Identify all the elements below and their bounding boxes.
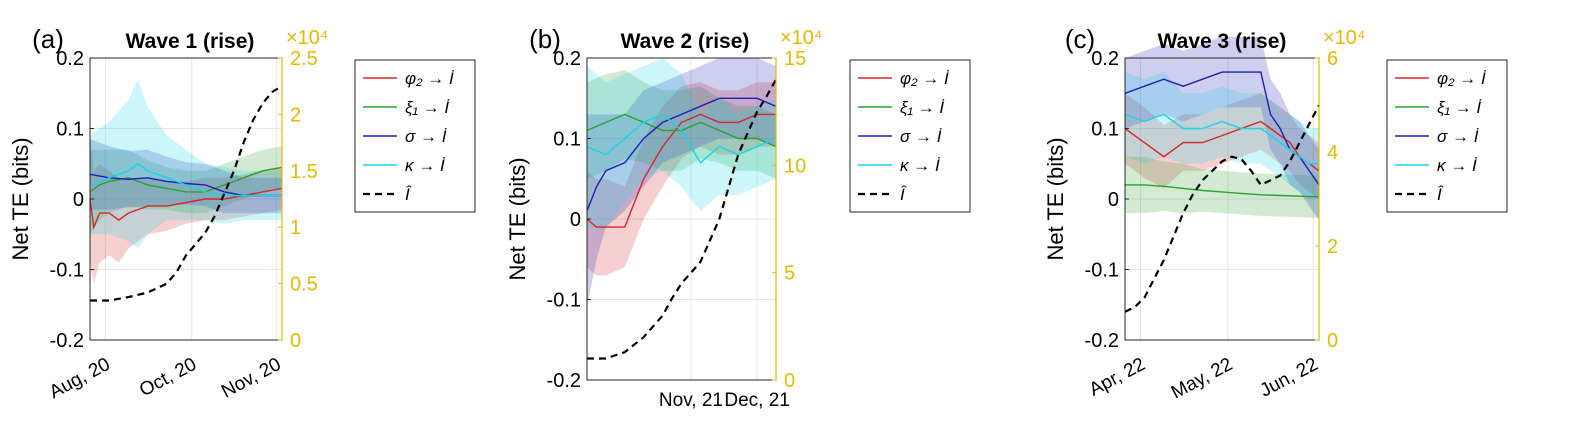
y2-tick-label: 0.5 <box>290 274 318 296</box>
y-axis-label: Net TE (bits) <box>8 137 33 260</box>
legend-entry: Î <box>405 185 412 204</box>
y2-tick-label: 6 <box>1327 48 1338 70</box>
legend-entry: ξ₁ → İ <box>1437 98 1481 117</box>
x-tick-label: Nov, 21 <box>659 390 723 411</box>
series-band-kappa <box>587 58 776 228</box>
legend-entry: κ → İ <box>405 156 445 175</box>
legend: φ₂ → İ ξ₁ → İ σ → İ κ → İ Î <box>354 59 476 213</box>
series-band-phi <box>90 135 282 284</box>
legend-entry: σ → İ <box>900 127 942 146</box>
series-band-sigma <box>587 58 776 308</box>
y2-tick-label: 0 <box>784 370 795 392</box>
y2-tick-label: 2.5 <box>290 48 318 70</box>
series-line-kappa <box>89 162 282 197</box>
series-band-kappa <box>90 79 282 249</box>
panel-label: (a) <box>32 24 64 54</box>
chart-title: Wave 1 (rise) <box>126 30 255 53</box>
legend: φ₂ → İ ξ₁ → İ σ → İ κ → İ Î <box>1386 59 1508 213</box>
legend-entry: σ → İ <box>1437 127 1479 146</box>
x-tick-label: Aug, 20 <box>46 354 114 403</box>
chart-panel-2: -0.2 -0.1 0 0.1 0.2 0 5 10 15×10⁴ Nov, 21 Dec, 21 N… <box>505 24 971 411</box>
y-tick-label: 0.1 <box>56 119 84 141</box>
y-tick-label: -0.1 <box>50 260 84 282</box>
series-band-phi <box>587 82 776 276</box>
y2-tick-label: 5 <box>784 263 795 285</box>
y-tick-label: 0.2 <box>56 48 84 70</box>
series-line-xi <box>89 166 283 193</box>
legend-entry: ξ₁ → İ <box>900 98 944 117</box>
chart-title: Wave 3 (rise) <box>1158 30 1287 53</box>
series-line-sigma <box>586 97 777 212</box>
y2-tick-label: 2 <box>1327 236 1338 258</box>
legend-entry: Î <box>1437 185 1444 204</box>
chart-panel-1: -0.2 -0.1 0 0.1 0.2 0 0.5 1 1.5 2 2.5×10⁴ Aug, 20 Oc… <box>8 24 476 403</box>
y-tick-label: 0.1 <box>553 129 581 151</box>
series-line-kappa <box>586 113 777 164</box>
legend-entry: φ₂ → İ <box>1437 69 1486 88</box>
series-line-infected <box>90 85 283 302</box>
x-tick-label: Dec, 21 <box>724 390 789 411</box>
chart-panel-3: -0.2 -0.1 0 0.1 0.2 0 2 4 6×10⁴ Apr, 22 May, 22 Jun… <box>1043 24 1508 404</box>
legend-entry: Î <box>900 185 907 204</box>
x-tick-label: Jun, 22 <box>1257 354 1322 402</box>
series-band-phi <box>1125 93 1319 199</box>
y2-exponent-label: ×10⁴ <box>1323 27 1366 49</box>
y-axis-label: Net TE (bits) <box>505 157 530 280</box>
legend-entry: φ₂ → İ <box>405 69 454 88</box>
panel-label: (c) <box>1065 24 1095 54</box>
series-line-phi <box>586 113 776 228</box>
x-tick-label: May, 22 <box>1168 354 1236 404</box>
chart-title: Wave 2 (rise) <box>621 30 750 53</box>
x-tick-label: Oct, 20 <box>136 354 200 401</box>
x-tick-label: Apr, 22 <box>1086 354 1149 401</box>
y-tick-label: -0.1 <box>1085 260 1119 282</box>
y2-tick-label: 1.5 <box>290 161 318 183</box>
series-line-infected <box>587 78 777 360</box>
y-tick-label: 0 <box>1108 189 1119 211</box>
y-tick-label: 0.2 <box>1091 48 1119 70</box>
y2-tick-label: 2 <box>290 104 301 126</box>
series-line-xi <box>1125 184 1320 198</box>
y-tick-label: 0 <box>73 189 84 211</box>
series-line-phi <box>1124 120 1320 172</box>
y2-tick-label: 10 <box>784 155 806 177</box>
series-line-infected <box>1124 104 1320 313</box>
y-tick-label: -0.1 <box>547 290 581 312</box>
y2-exponent-label: ×10⁴ <box>780 27 823 49</box>
series-band-xi <box>1125 156 1319 218</box>
y-tick-label: -0.2 <box>50 330 84 352</box>
series-band-xi <box>90 146 282 235</box>
y2-tick-label: 0 <box>1327 330 1338 352</box>
y-tick-label: 0.2 <box>553 48 581 70</box>
y-tick-label: 0.1 <box>1091 119 1119 141</box>
y-tick-label: 0 <box>570 209 581 231</box>
legend-entry: κ → İ <box>900 156 940 175</box>
y-axis-label: Net TE (bits) <box>1043 137 1068 260</box>
y2-exponent-label: ×10⁴ <box>286 27 329 49</box>
y2-tick-label: 1 <box>290 217 301 239</box>
legend: φ₂ → İ ξ₁ → İ σ → İ κ → İ Î <box>849 59 971 213</box>
y2-tick-label: 0 <box>290 330 301 352</box>
y-tick-label: -0.2 <box>547 370 581 392</box>
legend-entry: κ → İ <box>1437 156 1477 175</box>
series-line-kappa <box>1124 113 1319 165</box>
legend-entry: σ → İ <box>405 127 447 146</box>
x-tick-label: Nov, 20 <box>218 354 284 403</box>
y2-tick-label: 15 <box>784 48 806 70</box>
y2-tick-label: 4 <box>1327 142 1338 164</box>
panel-label: (b) <box>529 24 561 54</box>
series-band-sigma <box>90 139 282 214</box>
legend-entry: φ₂ → İ <box>900 69 949 88</box>
y-tick-label: -0.2 <box>1085 330 1119 352</box>
legend-entry: ξ₁ → İ <box>405 98 449 117</box>
